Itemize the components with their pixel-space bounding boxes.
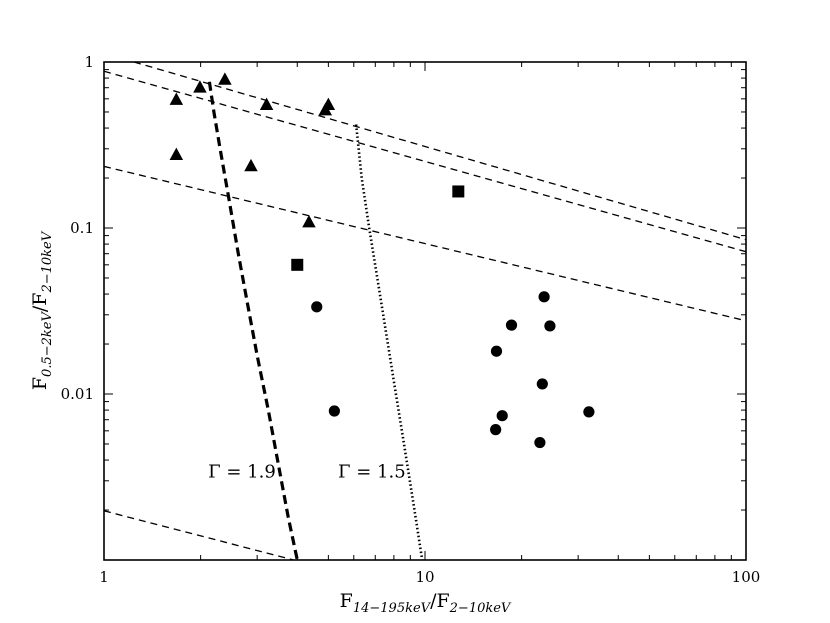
data-point-circle [490, 345, 503, 357]
data-points [169, 72, 595, 449]
data-point-triangle [169, 147, 184, 160]
y-tick-label: 0.01 [61, 385, 94, 403]
y-axis-title-sub2: 2−10keV [40, 230, 55, 293]
data-point-triangle [218, 72, 232, 85]
x-axis-title: F14−195keV/F2−10keV [340, 590, 512, 616]
reference-line-dotted-5 [354, 124, 424, 560]
data-point-circle [536, 378, 548, 390]
y-axis-title-mid: /F [29, 293, 51, 313]
axis-ticks [103, 62, 746, 561]
x-tick-label: 10 [415, 568, 434, 586]
data-point-circle [538, 291, 550, 303]
y-axis-title-base: F [29, 377, 51, 390]
data-point-square [452, 185, 465, 198]
reference-lines [104, 62, 746, 560]
y-axis-title-sub1: 0.5−2keV [40, 311, 55, 377]
data-point-circle [534, 436, 546, 449]
reference-line-dashed-thick-4 [207, 81, 299, 560]
annotation-gamma-1: Γ = 1.5 [338, 461, 406, 482]
data-point-triangle [169, 92, 184, 105]
x-axis-title-sub1: 14−195keV [353, 601, 432, 616]
data-point-circle [505, 319, 518, 331]
x-tick-label: 100 [732, 568, 761, 586]
x-axis-title-mid: /F [430, 590, 450, 612]
y-axis-title: F0.5−2keV/F2−10keV [29, 230, 55, 390]
data-point-circle [328, 405, 340, 417]
data-point-triangle [321, 97, 336, 110]
y-tick-label: 0.1 [70, 219, 94, 237]
data-point-circle [496, 410, 508, 422]
reference-line-dashed-thin-3 [104, 510, 294, 560]
y-tick-label: 1 [84, 53, 94, 71]
data-point-circle [544, 320, 556, 332]
data-point-circle [490, 424, 502, 436]
tick-labels: 1 10 100 1 0.1 0.01 [61, 53, 761, 586]
data-point-triangle [302, 214, 316, 228]
data-point-triangle [244, 158, 258, 172]
x-tick-label: 1 [99, 568, 109, 586]
reference-line-dashed-thin-1 [104, 70, 746, 253]
data-point-circle [583, 406, 595, 418]
data-point-triangle [193, 80, 207, 93]
plot-frame [103, 61, 747, 561]
x-axis-title-sub2: 2−10keV [449, 601, 512, 616]
reference-line-dashed-thin-2 [104, 165, 746, 322]
annotations: Γ = 1.9 Γ = 1.5 [208, 461, 406, 482]
x-axis-title-base: F [340, 590, 353, 612]
data-point-square [291, 258, 304, 271]
data-point-triangle [259, 97, 274, 110]
data-point-circle [311, 301, 323, 313]
annotation-gamma-0: Γ = 1.9 [208, 461, 276, 482]
reference-line-dashed-thin-0 [133, 62, 746, 241]
